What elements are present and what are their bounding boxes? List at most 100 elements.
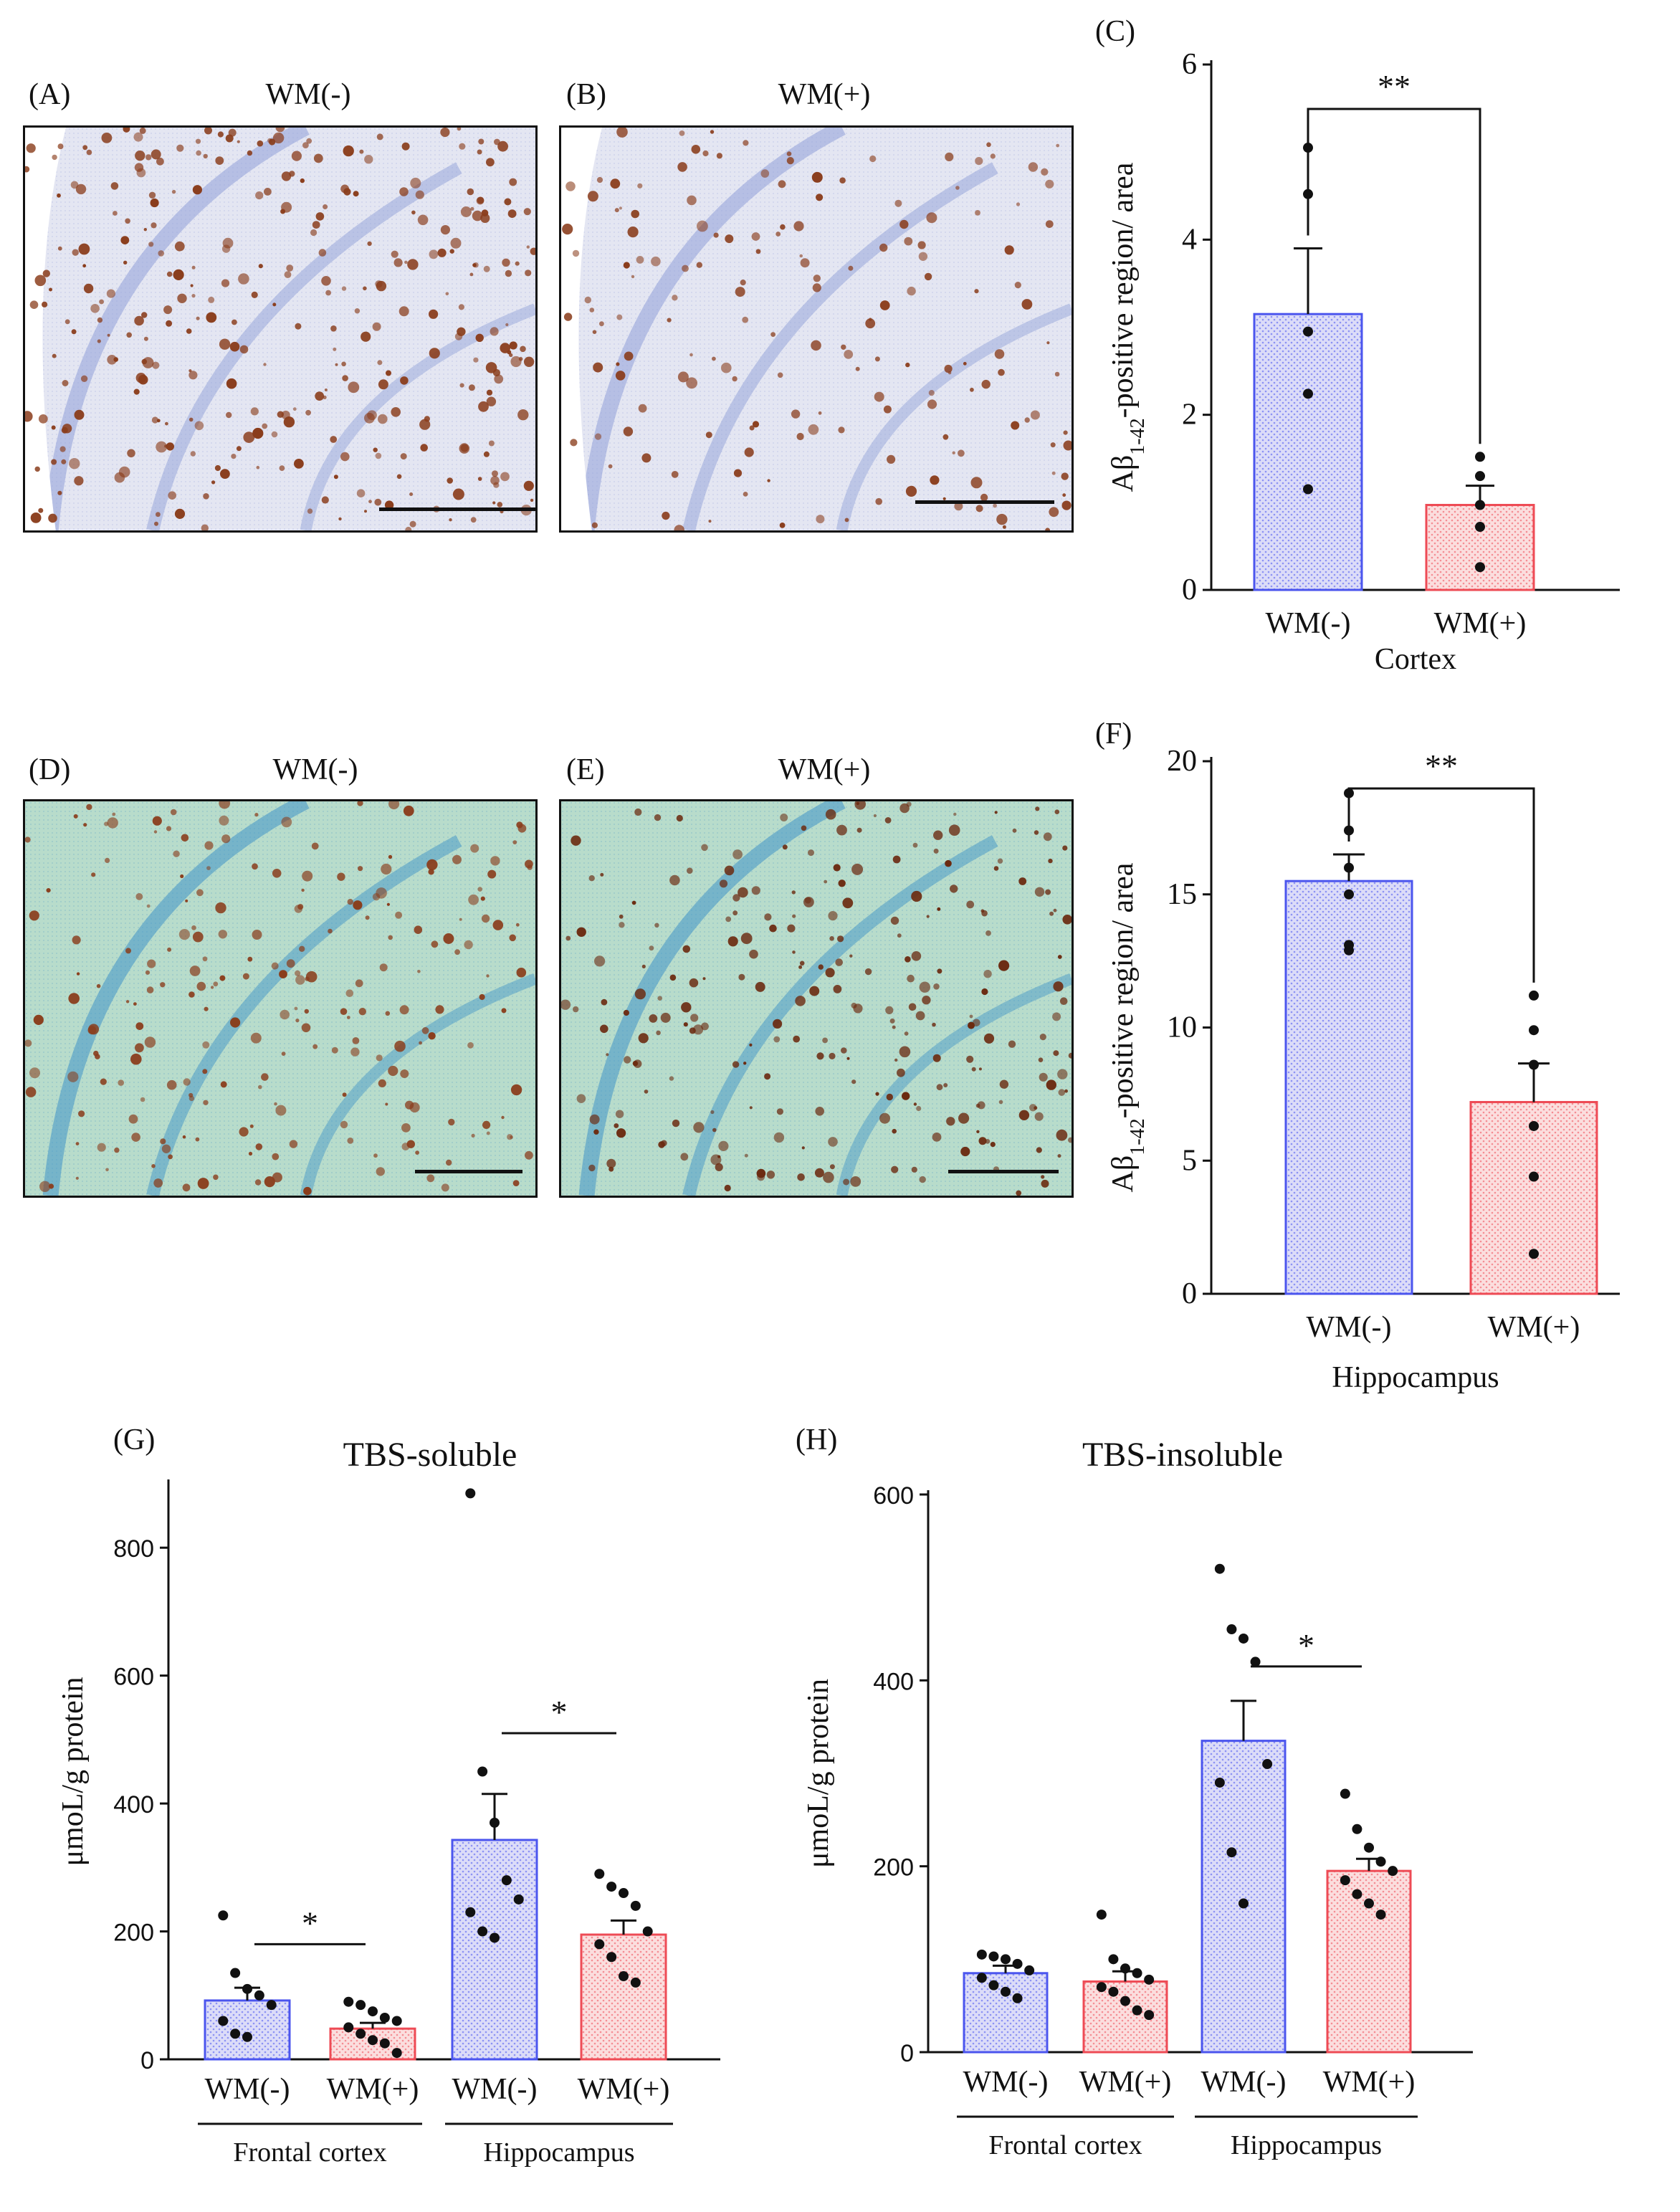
amyloid-plaque: [1016, 202, 1021, 206]
amyloid-plaque: [811, 171, 823, 183]
amyloid-plaque: [107, 817, 118, 829]
amyloid-plaque: [165, 421, 168, 426]
amyloid-plaque: [452, 488, 464, 500]
amyloid-plaque: [501, 1008, 507, 1014]
amyloid-plaque: [75, 183, 87, 195]
amyloid-plaque: [372, 322, 381, 331]
amyloid-plaque: [114, 1147, 120, 1153]
amyloid-plaque: [978, 1067, 982, 1071]
amyloid-plaque: [855, 366, 860, 371]
amyloid-plaque: [75, 1142, 80, 1145]
amyloid-plaque: [1058, 1089, 1066, 1096]
amyloid-plaque: [1046, 341, 1050, 345]
amyloid-plaque: [82, 264, 87, 268]
amyloid-plaque: [971, 1067, 976, 1072]
data-point: [368, 2035, 378, 2046]
data-point: [1238, 1633, 1249, 1644]
amyloid-plaque: [743, 140, 749, 146]
amyloid-plaque: [181, 834, 189, 842]
amyloid-plaque: [875, 497, 882, 505]
amyloid-plaque: [584, 296, 591, 304]
data-point: [218, 2016, 229, 2026]
amyloid-plaque: [922, 996, 931, 1005]
amyloid-plaque: [71, 329, 77, 335]
amyloid-plaque: [343, 145, 354, 157]
amyloid-plaque: [151, 416, 158, 424]
amyloid-plaque: [59, 446, 66, 452]
amyloid-plaque: [975, 210, 980, 216]
amyloid-plaque: [367, 241, 372, 247]
data-point: [630, 1900, 641, 1911]
amyloid-plaque: [65, 319, 70, 325]
tissue-band: [836, 303, 1072, 530]
amyloid-plaque: [837, 935, 844, 943]
amyloid-plaque: [219, 801, 231, 809]
amyloid-plaque: [1036, 1147, 1042, 1153]
data-point: [1364, 1842, 1374, 1853]
amyloid-plaque: [295, 970, 301, 976]
tissue-band: [146, 835, 462, 1196]
amyloid-plaque: [280, 1009, 290, 1020]
amyloid-plaque: [911, 951, 922, 961]
amyloid-plaque: [662, 511, 670, 520]
amyloid-plaque: [510, 1084, 522, 1096]
amyloid-plaque: [480, 896, 485, 901]
amyloid-plaque: [796, 432, 804, 441]
amyloid-plaque: [780, 814, 788, 821]
amyloid-plaque: [74, 409, 85, 420]
amyloid-plaque: [848, 265, 854, 271]
amyloid-plaque: [892, 1025, 896, 1029]
amyloid-plaque: [281, 171, 292, 181]
amyloid-plaque: [712, 356, 716, 361]
amyloid-plaque: [842, 897, 854, 909]
amyloid-plaque: [302, 870, 313, 882]
amyloid-plaque: [141, 312, 148, 318]
amyloid-plaque: [388, 1065, 398, 1077]
amyloid-plaque: [396, 474, 402, 480]
amyloid-plaque: [624, 1056, 631, 1064]
bar: [1469, 1101, 1598, 1295]
amyloid-plaque: [616, 128, 628, 138]
amyloid-plaque: [196, 316, 200, 320]
bar: [1425, 503, 1535, 591]
amyloid-plaque: [865, 318, 876, 329]
amyloid-plaque: [375, 452, 382, 459]
amyloid-plaque: [985, 1139, 991, 1144]
amyloid-plaque: [486, 1131, 490, 1135]
amyloid-plaque: [252, 930, 262, 940]
amyloid-plaque: [894, 1058, 898, 1062]
amyloid-plaque: [437, 248, 447, 257]
amyloid-plaque: [458, 304, 465, 310]
y-tick-label: 5: [1182, 1144, 1197, 1177]
amyloid-plaque: [815, 1107, 824, 1116]
amyloid-plaque: [507, 1134, 513, 1140]
amyloid-plaque: [486, 158, 495, 167]
amyloid-plaque: [1045, 220, 1054, 228]
amyloid-plaque: [779, 523, 786, 528]
amyloid-plaque: [749, 1106, 753, 1110]
data-point: [1375, 1856, 1386, 1867]
amyloid-plaque: [135, 1022, 144, 1030]
amyloid-plaque: [446, 1159, 452, 1166]
x-tick-label: WM(-): [452, 2073, 538, 2106]
amyloid-plaque: [732, 910, 738, 916]
amyloid-plaque: [795, 996, 806, 1006]
amyloid-plaque: [691, 145, 701, 154]
amyloid-plaque: [824, 879, 828, 884]
tissue-band: [682, 835, 998, 1196]
data-point: [1001, 1986, 1011, 1997]
amyloid-plaque: [927, 399, 937, 409]
amyloid-plaque: [1018, 877, 1027, 885]
data-point: [594, 1869, 605, 1879]
amyloid-plaque: [46, 888, 51, 893]
amyloid-plaque: [571, 835, 581, 846]
amyloid-plaque: [277, 411, 284, 418]
amyloid-plaque: [631, 275, 635, 279]
amyloid-plaque: [638, 404, 647, 413]
amyloid-plaque: [204, 128, 212, 135]
amyloid-plaque: [1068, 1052, 1072, 1059]
amyloid-plaque: [799, 254, 803, 258]
amyloid-plaque: [409, 492, 414, 496]
amyloid-plaque: [512, 1180, 520, 1186]
amyloid-plaque: [884, 817, 892, 824]
